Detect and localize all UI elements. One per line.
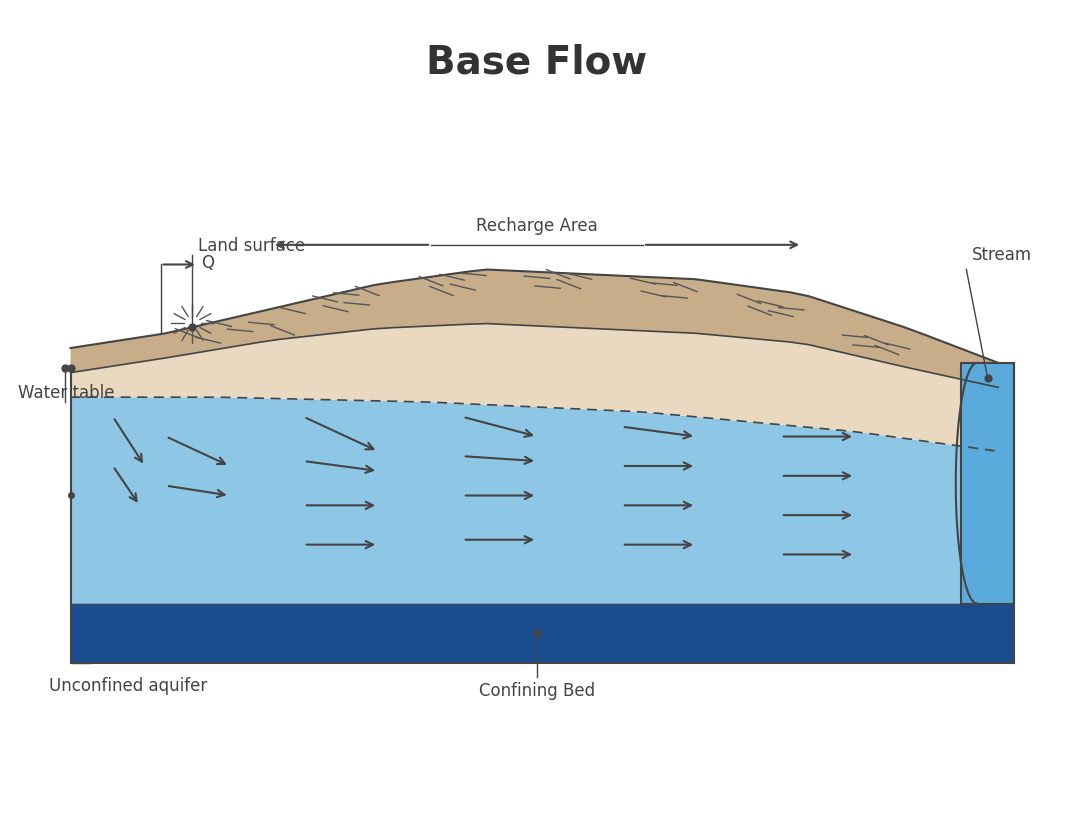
Polygon shape bbox=[71, 324, 998, 451]
Text: Land surface: Land surface bbox=[198, 237, 305, 255]
Polygon shape bbox=[71, 270, 998, 387]
Text: Water table: Water table bbox=[17, 384, 114, 402]
Text: Confining Bed: Confining Bed bbox=[479, 682, 595, 700]
Polygon shape bbox=[71, 604, 1014, 663]
Text: Recharge Area: Recharge Area bbox=[476, 217, 598, 235]
Text: Q: Q bbox=[201, 253, 214, 271]
Text: Stream: Stream bbox=[972, 247, 1032, 265]
FancyBboxPatch shape bbox=[961, 363, 1014, 604]
Text: Unconfined aquifer: Unconfined aquifer bbox=[49, 677, 207, 695]
Text: Base Flow: Base Flow bbox=[426, 44, 648, 82]
Polygon shape bbox=[71, 397, 1014, 604]
